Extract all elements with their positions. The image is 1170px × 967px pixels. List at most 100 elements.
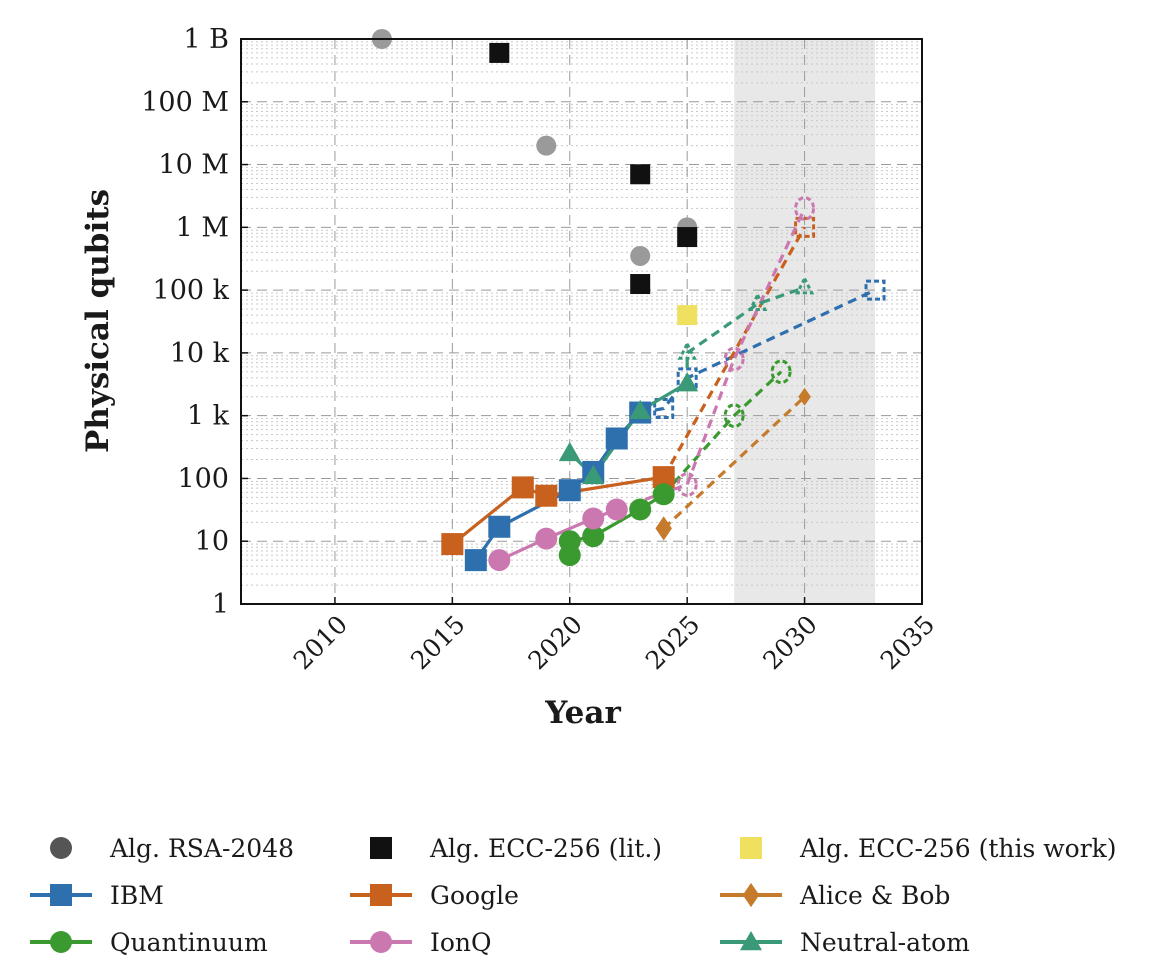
y-tick-label: 100 M: [141, 87, 229, 118]
y-tick-label: 1 k: [187, 401, 230, 432]
y-tick-label: 100 k: [153, 275, 230, 306]
legend: Alg. RSA-2048 Alg. ECC-256 (lit.) Alg. ECC…: [30, 825, 1150, 965]
quantinuum-point: [558, 530, 581, 553]
ionq-point: [605, 498, 628, 521]
ibm-point: [605, 427, 628, 450]
x-axis-title: Year: [544, 695, 621, 731]
y-tick-label: 100: [177, 463, 229, 494]
ibm-point: [558, 479, 581, 502]
neutral-atom-point: [676, 372, 699, 392]
legend-item-ibm: IBM: [30, 872, 164, 918]
google-point: [652, 466, 675, 489]
alg-ecc-256-lit-point: [489, 42, 510, 63]
legend-item-alice-bob: Alice & Bob: [720, 872, 950, 918]
ionq-point: [488, 549, 511, 572]
x-tick-label: 2015: [405, 610, 470, 675]
legend-label: Google: [430, 880, 519, 910]
chart: 1 10 100 1 k 10 k 100 k 1 M 10 M 100 M 1 B 2010 201…: [80, 24, 940, 731]
legend-marker: [50, 837, 72, 859]
y-tick-label: 1 M: [176, 212, 229, 243]
google-point: [511, 476, 534, 499]
legend-label: Alg. ECC-256 (lit.): [430, 833, 663, 863]
ionq-point: [582, 507, 605, 530]
x-tick-label: 2025: [640, 610, 705, 675]
ibm-projected-point: [653, 398, 675, 420]
y-tick-label: 10: [195, 526, 229, 557]
neutral-atom-projected-point: [794, 275, 815, 295]
x-tick-label: 2010: [288, 610, 353, 675]
legend-swatch-quantinuum: [30, 931, 92, 953]
legend-item-google: Google: [350, 872, 519, 918]
neutral-atom-point: [558, 441, 581, 462]
legend-marker: [740, 837, 762, 859]
legend-item-ionq: IonQ: [350, 919, 492, 965]
quantinuum-point: [652, 483, 675, 506]
quantinuum-point: [629, 498, 652, 521]
alg-ecc-256-lit-point: [677, 227, 698, 248]
ibm-projected-point: [864, 279, 886, 301]
quantinuum-projected-point: [770, 359, 792, 385]
legend-marker: [50, 884, 72, 906]
data-markers: [371, 29, 699, 572]
neutral-atom-projected-point: [747, 291, 768, 311]
alg-rsa-2048-point: [630, 245, 651, 266]
legend-marker: [742, 882, 760, 908]
legend-swatch-ibm: [30, 884, 92, 906]
alice-bob-point: [655, 516, 672, 541]
alg-ecc-256-lit-point: [630, 164, 651, 185]
y-tick-label: 1: [212, 589, 229, 620]
y-tick-label: 10 M: [158, 150, 229, 181]
quantinuum-projection-line: [662, 370, 783, 496]
ionq-projection-line: [616, 207, 807, 512]
legend-swatch-google: [350, 884, 412, 906]
google-line: [451, 475, 664, 546]
legend-label: IonQ: [430, 927, 492, 957]
x-tick-label: 2030: [757, 610, 822, 675]
legend-item-quantinuum: Quantinuum: [30, 919, 268, 965]
legend-item-alg-ecc-256-lit: Alg. ECC-256 (lit.): [350, 825, 662, 871]
legend-marker: [50, 931, 72, 953]
neutral-atom-projection-line: [685, 285, 806, 384]
legend-swatch-alg-rsa-2048: [50, 837, 72, 859]
legend-swatch-alg-ecc-256-this-work: [740, 837, 762, 859]
x-tick-label: 2035: [875, 610, 940, 675]
ionq-projected-point: [676, 472, 698, 497]
ionq-projected-point: [794, 196, 816, 221]
legend-label: Quantinuum: [110, 927, 268, 957]
google-projection-line: [662, 226, 806, 478]
neutral-atom-point: [582, 464, 605, 485]
alg-ecc-256-lit-point: [630, 274, 651, 295]
neutral-atom-point: [629, 399, 652, 419]
google-projected-point: [794, 216, 816, 238]
ibm-point: [488, 515, 511, 538]
ionq-line: [498, 508, 618, 562]
legend-label: IBM: [110, 880, 164, 910]
neutral-atom-projected-point: [677, 340, 697, 360]
ibm-projection-line: [639, 288, 876, 415]
alice-bob-projected-point: [798, 387, 811, 406]
google-point: [441, 533, 464, 556]
projection-lines: [616, 196, 886, 530]
y-tick-label: 10 k: [170, 338, 230, 369]
alg-ecc-256-this-work-point: [677, 305, 698, 326]
ionq-projected-point: [723, 346, 745, 372]
x-tick-label: 2020: [523, 610, 588, 675]
y-axis-title: Physical qubits: [80, 189, 116, 453]
legend-label: Alg. RSA-2048: [110, 833, 295, 863]
legend-item-neutral-atom: Neutral-atom: [720, 919, 970, 965]
ibm-point: [464, 549, 487, 572]
legend-swatch-alg-ecc-256-lit: [370, 837, 392, 859]
y-tick-label: 1 B: [183, 24, 229, 55]
legend-swatch-neutral-atom: [720, 931, 782, 951]
quantinuum-projected-point: [723, 403, 745, 428]
legend-swatch-ionq: [350, 931, 412, 953]
plot-frame: [240, 38, 923, 605]
legend-marker: [740, 931, 762, 951]
legend-label: Alice & Bob: [800, 880, 951, 910]
legend-item-alg-ecc-256-this-work: Alg. ECC-256 (this work): [720, 825, 1117, 871]
legend-marker: [370, 837, 392, 859]
google-point: [535, 484, 558, 507]
alg-rsa-2048-point: [536, 135, 557, 156]
legend-marker: [370, 931, 392, 953]
legend-item-alg-rsa-2048: Alg. RSA-2048: [30, 825, 294, 871]
